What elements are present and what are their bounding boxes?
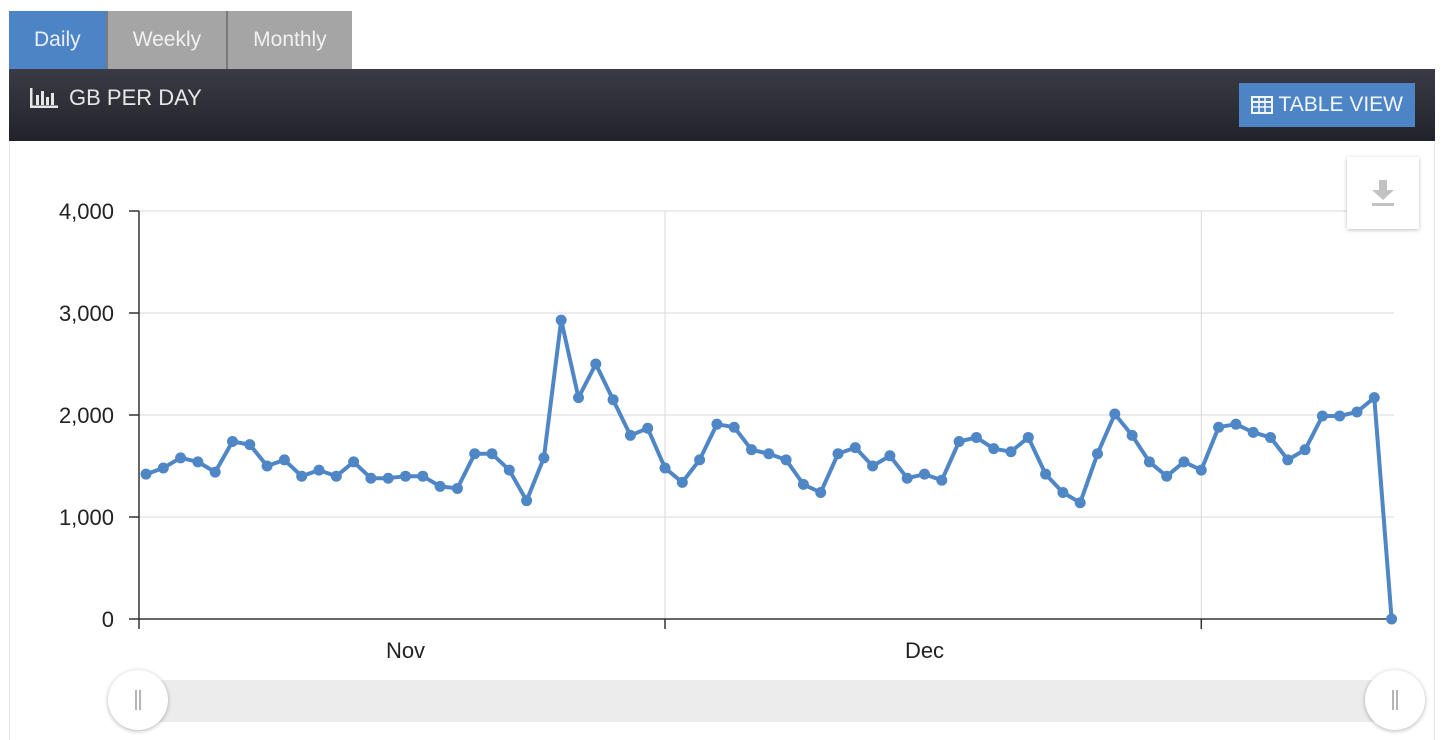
data-point (451, 482, 463, 494)
table-icon (1250, 96, 1273, 114)
data-point (884, 450, 896, 462)
data-point (555, 314, 567, 326)
y-tick-label: 2,000 (59, 403, 114, 428)
data-point (382, 472, 394, 484)
data-point (1213, 421, 1225, 433)
data-point (538, 452, 550, 464)
y-tick-label: 4,000 (59, 199, 114, 224)
panel-title: GB PER DAY (29, 85, 202, 111)
data-point (244, 439, 256, 451)
data-point (1040, 468, 1052, 480)
range-start-handle[interactable] (108, 670, 168, 730)
y-tick-label: 3,000 (59, 301, 114, 326)
data-point (1334, 410, 1346, 422)
data-point (607, 394, 619, 406)
data-point (296, 470, 308, 482)
data-point (1386, 613, 1398, 625)
data-point (728, 421, 740, 433)
period-tabs: Daily Weekly Monthly (9, 11, 352, 69)
data-point (400, 470, 411, 482)
data-point (676, 476, 688, 488)
tab-weekly[interactable]: Weekly (107, 11, 229, 69)
data-point (1005, 446, 1017, 458)
data-point (573, 392, 584, 404)
data-point (919, 468, 930, 480)
data-point (486, 448, 498, 460)
data-point (1351, 406, 1363, 418)
data-point (1299, 444, 1311, 456)
data-point (659, 462, 671, 474)
data-point (278, 454, 290, 466)
data-point (590, 358, 602, 370)
tab-daily[interactable]: Daily (9, 11, 108, 69)
data-point (1316, 410, 1328, 422)
panel-title-label: GB PER DAY (69, 85, 202, 110)
data-point (832, 448, 844, 460)
data-point (815, 487, 827, 499)
data-point (1178, 456, 1190, 468)
grip-icon (135, 690, 141, 710)
data-point (157, 462, 169, 474)
bar-chart-icon (30, 88, 58, 108)
data-point (417, 470, 429, 482)
data-point (330, 470, 342, 482)
data-point (1230, 418, 1242, 430)
range-end-handle[interactable] (1365, 670, 1425, 730)
data-point (192, 456, 204, 468)
data-point (711, 418, 723, 430)
data-point (365, 472, 377, 484)
data-point (936, 474, 948, 486)
data-point (175, 452, 187, 464)
data-point (503, 464, 515, 476)
download-button[interactable] (1347, 157, 1419, 229)
data-point (694, 454, 706, 466)
data-point (348, 456, 360, 468)
data-point (763, 448, 775, 460)
data-point (849, 442, 861, 454)
data-point (624, 429, 636, 441)
data-point (1143, 456, 1155, 468)
data-point (1161, 470, 1173, 482)
data-point (746, 444, 757, 456)
data-point (1109, 408, 1121, 420)
data-point (209, 466, 221, 478)
data-point (1195, 464, 1207, 476)
data-point (970, 431, 982, 443)
data-point (1282, 454, 1294, 466)
data-point (1368, 392, 1380, 404)
x-tick-label: Nov (386, 638, 425, 663)
data-point (988, 443, 1000, 455)
range-slider-track[interactable] (138, 680, 1398, 722)
x-tick-label: Dec (905, 638, 944, 663)
data-point (953, 436, 965, 448)
data-point (469, 448, 481, 460)
data-point (1092, 448, 1103, 460)
data-point (313, 464, 325, 476)
data-point (1265, 431, 1276, 443)
panel-header: GB PER DAY TABLE VIEW (9, 69, 1435, 141)
data-point (1057, 487, 1069, 499)
download-icon (1372, 180, 1394, 206)
data-point (227, 436, 238, 448)
data-point (797, 478, 809, 490)
data-point (901, 472, 913, 484)
data-point (780, 454, 792, 466)
data-point (521, 495, 533, 507)
data-point (261, 460, 273, 472)
tab-monthly[interactable]: Monthly (228, 11, 352, 69)
y-tick-label: 1,000 (59, 505, 114, 530)
data-point (867, 460, 879, 472)
table-view-label: TABLE VIEW (1278, 93, 1403, 116)
data-point (1022, 431, 1034, 443)
data-point (434, 480, 446, 492)
data-point (1247, 426, 1259, 438)
grip-icon (1392, 690, 1398, 710)
table-view-button[interactable]: TABLE VIEW (1238, 83, 1415, 127)
data-point (1126, 429, 1138, 441)
data-point (642, 422, 654, 434)
data-point (140, 468, 152, 480)
y-tick-label: 0 (102, 607, 114, 632)
data-point (1074, 497, 1086, 509)
